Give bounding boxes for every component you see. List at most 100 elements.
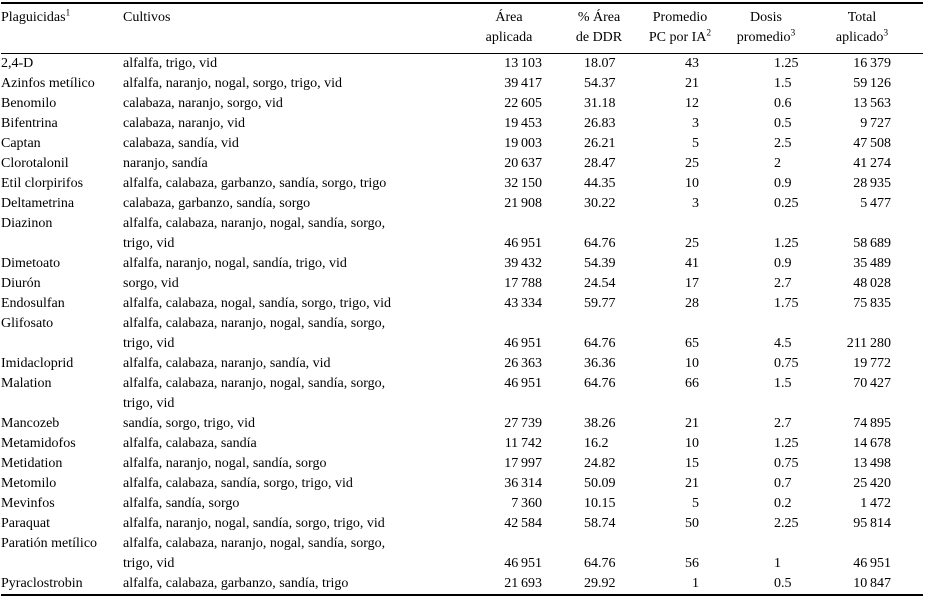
area-applied-value: 42 584	[504, 516, 542, 531]
header-avg-dose: Dosis promedio3	[729, 3, 821, 54]
crops-list: sandía, sorgo, trigo, vid	[123, 416, 255, 431]
crops-list: alfalfa, calabaza, naranjo, sandía, vid	[123, 356, 331, 371]
area-applied-value: 26 363	[504, 356, 542, 371]
avg-pc-value: 65	[685, 336, 699, 351]
crops-line-1: alfalfa, calabaza, naranjo, nogal, sandí…	[123, 536, 386, 551]
table-row: Captan calabaza, sandía, vid 19 003 26.2…	[1, 134, 923, 154]
total-applied-value: 70 427	[853, 376, 891, 391]
header-total-applied: Total aplicado3	[821, 3, 923, 54]
pct-ddr-value: 64.76	[584, 236, 616, 251]
pct-ddr-value: 16.2	[584, 436, 609, 451]
footnote-ref-1: 1	[65, 8, 71, 19]
avg-dose-value: 1.5	[774, 76, 792, 91]
crops-list: alfalfa, naranjo, nogal, sorgo, trigo, v…	[123, 76, 343, 91]
avg-pc-value: 28	[685, 296, 699, 311]
avg-pc-value: 12	[685, 96, 699, 111]
avg-dose-value: 0.5	[774, 576, 792, 591]
crops-line-2: trigo, vid	[123, 236, 175, 251]
avg-pc-value: 25	[685, 156, 699, 171]
avg-dose-value: 0.2	[774, 496, 792, 511]
pct-ddr-value: 54.39	[584, 256, 616, 271]
pct-ddr-value: 58.74	[584, 516, 616, 531]
footnote-ref-3: 3	[790, 28, 796, 39]
table-row: Endosulfan alfalfa, calabaza, nogal, san…	[1, 294, 923, 314]
avg-dose-value: 0.6	[774, 96, 792, 111]
total-applied-value: 47 508	[853, 136, 891, 151]
avg-pc-value: 21	[685, 416, 699, 431]
table-row: Metidation alfalfa, naranjo, nogal, sand…	[1, 454, 923, 474]
crops-list: alfalfa, calabaza, garbanzo, sandía, sor…	[123, 176, 387, 191]
pct-ddr-value: 64.76	[584, 376, 616, 391]
pct-ddr-value: 59.77	[584, 296, 616, 311]
pct-ddr-value: 24.82	[584, 456, 616, 471]
area-applied-value: 46 951	[504, 376, 542, 391]
header-row: Plaguicidas1 Cultivos Área aplicada % Áre…	[1, 3, 923, 54]
pct-ddr-value: 24.54	[584, 276, 616, 291]
total-applied-value: 19 772	[853, 356, 891, 371]
pesticide-name: Metidation	[1, 456, 63, 471]
total-applied-value: 25 420	[853, 476, 891, 491]
pesticide-name: Etil clorpirifos	[1, 176, 84, 191]
avg-pc-value: 66	[685, 376, 699, 391]
footnote-ref-2: 2	[706, 28, 712, 39]
pesticide-name: Benomilo	[1, 96, 57, 111]
crops-list: alfalfa, sandía, sorgo	[123, 496, 240, 511]
avg-dose-value: 1.25	[774, 436, 799, 451]
header-total-line2: aplicado3	[835, 28, 889, 45]
area-applied-value: 39 432	[504, 256, 542, 271]
pct-ddr-value: 18.07	[584, 56, 616, 71]
crops-list: naranjo, sandía	[123, 156, 208, 171]
avg-pc-value: 10	[685, 436, 699, 451]
crops-list: alfalfa, calabaza, naranjo, nogal, sandí…	[123, 374, 463, 414]
pct-ddr-value: 38.26	[584, 416, 616, 431]
area-applied-value: 39 417	[504, 76, 542, 91]
total-applied-value: 13 563	[853, 96, 891, 111]
avg-dose-value: 1	[774, 556, 781, 571]
table-row: Dimetoato alfalfa, naranjo, nogal, sandí…	[1, 254, 923, 274]
area-applied-value: 19 003	[504, 136, 542, 151]
area-applied-value: 46 951	[504, 556, 542, 571]
crops-list: calabaza, naranjo, sorgo, vid	[123, 96, 283, 111]
total-applied-value: 58 689	[853, 236, 891, 251]
total-applied-value: 28 935	[853, 176, 891, 191]
total-applied-value: 95 814	[853, 516, 891, 531]
table-row: Glifosato alfalfa, calabaza, naranjo, no…	[1, 314, 923, 354]
area-applied-value: 32 150	[504, 176, 542, 191]
area-applied-value: 43 334	[504, 296, 542, 311]
area-applied-value: 19 453	[504, 116, 542, 131]
crops-line-1: alfalfa, calabaza, naranjo, nogal, sandí…	[123, 216, 386, 231]
table-body: 2,4-D alfalfa, trigo, vid 13 103 18.07 4…	[1, 54, 923, 596]
pesticide-name: Paraquat	[1, 516, 50, 531]
total-applied-value: 48 028	[853, 276, 891, 291]
crops-list: alfalfa, naranjo, nogal, sandía, trigo, …	[123, 256, 347, 271]
crops-list: calabaza, sandía, vid	[123, 136, 239, 151]
table-row: Clorotalonil naranjo, sandía 20 637 28.4…	[1, 154, 923, 174]
pct-ddr-value: 26.21	[584, 136, 616, 151]
total-applied-value: 9 727	[860, 116, 891, 131]
avg-pc-value: 41	[685, 256, 699, 271]
avg-dose-value: 2.7	[774, 416, 792, 431]
pesticide-name: Imidacloprid	[1, 356, 74, 371]
header-area-line1: Área	[495, 10, 523, 25]
table-row: Diazinon alfalfa, calabaza, naranjo, nog…	[1, 214, 923, 254]
avg-pc-value: 5	[692, 136, 699, 151]
area-applied-value: 20 637	[504, 156, 542, 171]
total-applied-value: 16 379	[853, 56, 891, 71]
crops-list: alfalfa, calabaza, sandía	[123, 436, 257, 451]
header-avg-pc: Promedio PC por IA2	[643, 3, 729, 54]
table-row: Deltametrina calabaza, garbanzo, sandía,…	[1, 194, 923, 214]
avg-dose-value: 4.5	[774, 336, 792, 351]
pesticide-name: Dimetoato	[1, 256, 61, 271]
pesticide-name: Mancozeb	[1, 416, 60, 431]
header-avg-pc-line1: Promedio	[652, 10, 708, 25]
avg-dose-value: 1.5	[774, 376, 792, 391]
pesticide-name: Paratión metílico	[1, 536, 98, 551]
table-row: 2,4-D alfalfa, trigo, vid 13 103 18.07 4…	[1, 54, 923, 75]
table-row: Paratión metílico alfalfa, calabaza, nar…	[1, 534, 923, 574]
avg-pc-value: 43	[685, 56, 699, 71]
total-applied-value: 13 498	[853, 456, 891, 471]
avg-dose-value: 0.25	[774, 196, 799, 211]
header-area-applied: Área aplicada	[463, 3, 547, 54]
header-dose-line1: Dosis	[750, 10, 782, 25]
